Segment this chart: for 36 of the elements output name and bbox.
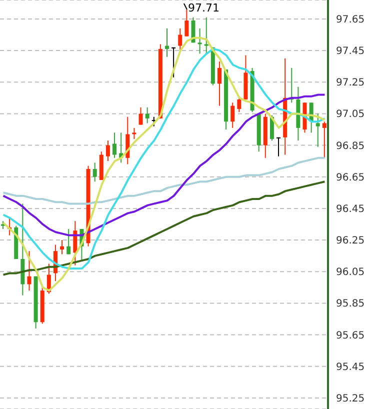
- y-tick-label: 96.45: [336, 204, 365, 215]
- candlestick: [66, 228, 71, 255]
- y-tick-label: 95.65: [336, 330, 365, 342]
- candlestick: [138, 106, 143, 126]
- candlestick: [132, 127, 136, 140]
- line-series: [2, 180, 326, 276]
- y-tick-label: 95.25: [336, 393, 365, 404]
- candlestick: [106, 140, 110, 162]
- y-tick-label: 96.85: [336, 140, 365, 152]
- y-tick-label: 96.05: [336, 267, 365, 278]
- candlestick: [92, 162, 97, 182]
- line-series: [2, 156, 326, 205]
- annotation: 97.71: [188, 1, 220, 14]
- candlestick: [322, 121, 326, 158]
- y-tick-label: 97.25: [336, 78, 365, 89]
- candlestick: [27, 250, 32, 292]
- candlestick: [237, 97, 242, 113]
- y-tick-label: 95.45: [336, 362, 365, 373]
- y-tick-label: 97.65: [336, 14, 365, 26]
- candlestick: [204, 16, 208, 54]
- candlestick: [172, 46, 176, 78]
- candlestick: [276, 136, 281, 157]
- candlestick: [178, 28, 182, 52]
- y-tick-label: 96.65: [336, 172, 365, 184]
- candlestick: [198, 28, 202, 54]
- candlestick: [316, 113, 320, 148]
- y-tick-label: 96.25: [336, 236, 365, 247]
- candlestick: [217, 61, 222, 106]
- candlestick: [60, 240, 64, 255]
- y-tick-label: 97.05: [336, 109, 365, 120]
- candlestick: [145, 106, 150, 124]
- y-tick-label: 97.45: [336, 46, 365, 58]
- candlestick: [230, 102, 235, 128]
- candlestick: [165, 28, 169, 58]
- y-tick-label: 95.85: [336, 298, 365, 310]
- candlestick: [112, 132, 117, 158]
